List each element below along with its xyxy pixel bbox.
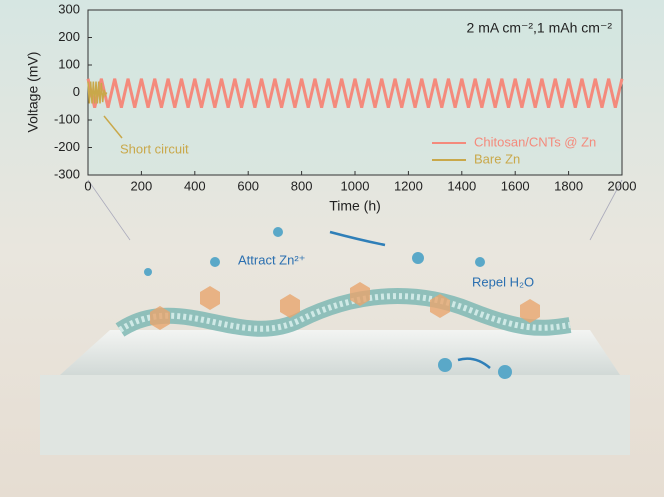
ions: [144, 227, 512, 379]
series-line: [87, 81, 108, 104]
short-circuit-arrow: [103, 115, 123, 139]
y-tick-label: -100: [54, 111, 80, 126]
y-axis-label: Voltage (mV): [25, 52, 41, 133]
zoom-line: [589, 179, 623, 241]
x-tick-label: 1800: [554, 178, 583, 193]
condition-annotation: 2 mA cm⁻²,1 mAh cm⁻²: [467, 20, 613, 36]
attract-label: Attract Zn²⁺: [238, 252, 306, 267]
short-circuit-label: Short circuit: [120, 141, 189, 156]
x-tick-label: 0: [84, 178, 91, 193]
chart: -300 -200 -100 0 100 200 300 0 200 400 600 800 1000 1…: [54, 1, 636, 193]
x-tick-label: 200: [131, 178, 153, 193]
series-line: [86, 78, 624, 108]
x-tick-label: 1600: [501, 178, 530, 193]
legend-label: Bare Zn: [474, 151, 520, 166]
x-tick-label: 800: [291, 178, 313, 193]
repel-label: Repel H₂O: [472, 274, 534, 289]
y-tick-label: 0: [73, 84, 80, 99]
y-tick-label: 300: [58, 1, 80, 16]
y-tick-label: 100: [58, 56, 80, 71]
zn-plate-top: [60, 330, 620, 375]
legend-label: Chitosan/CNTs @ Zn: [474, 134, 596, 149]
x-tick-label: 2000: [608, 178, 637, 193]
x-tick-label: 1200: [394, 178, 423, 193]
x-tick-label: 1400: [447, 178, 476, 193]
y-tick-label: 200: [58, 29, 80, 44]
x-tick-label: 400: [184, 178, 206, 193]
y-tick-label: -200: [54, 139, 80, 154]
attract-arrow: [329, 230, 386, 247]
x-tick-label: 1000: [341, 178, 370, 193]
y-tick-label: -300: [54, 166, 80, 181]
x-tick-label: 600: [237, 178, 259, 193]
chitosan-rings: [150, 282, 540, 330]
x-axis-label: Time (h): [329, 198, 381, 214]
zn-plate-side: [40, 375, 630, 455]
zoom-line: [87, 179, 131, 241]
repel-arrow: [457, 357, 491, 369]
